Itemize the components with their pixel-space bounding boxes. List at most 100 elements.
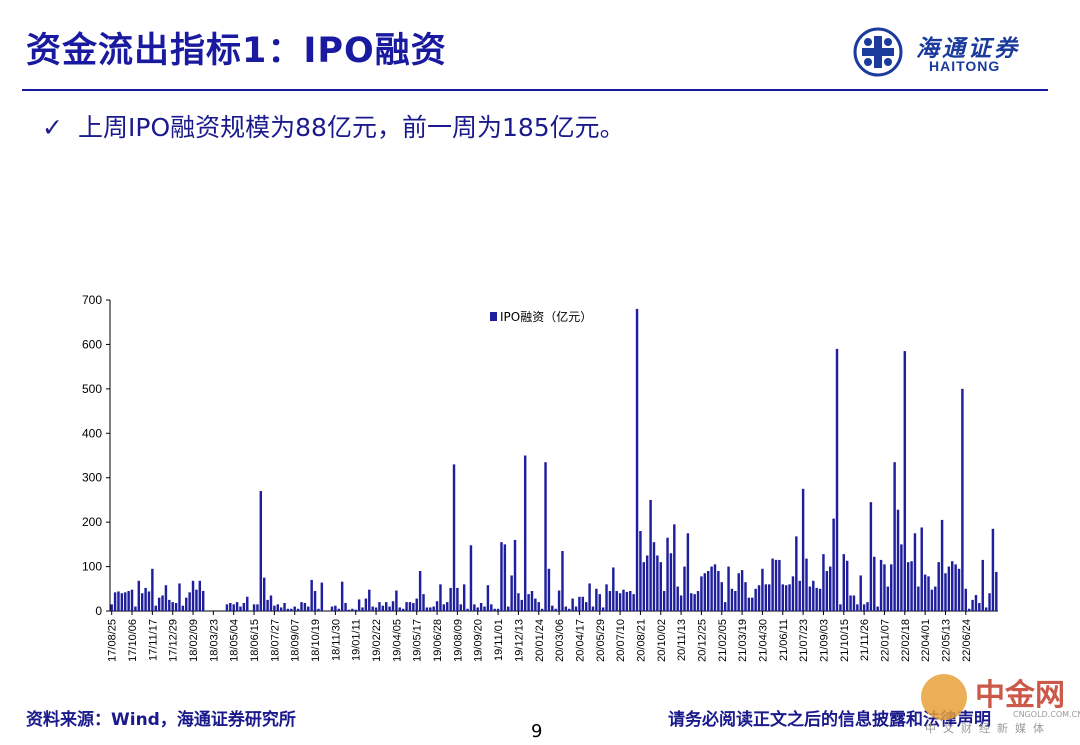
bar [812, 580, 815, 611]
bar [578, 596, 581, 611]
x-tick-label: 21/03/19 [737, 619, 749, 662]
bar [876, 606, 879, 611]
bar [774, 559, 778, 611]
bar [310, 579, 313, 611]
bar [408, 602, 412, 611]
bar [927, 576, 930, 611]
bar [683, 566, 686, 611]
bar [856, 604, 859, 611]
x-tick-label: 22/04/01 [920, 619, 932, 662]
bar [273, 605, 276, 611]
watermark-logo-icon [921, 674, 967, 720]
bar [395, 590, 398, 611]
bar [984, 607, 988, 611]
bar [815, 587, 818, 611]
bar [784, 585, 788, 611]
bar [168, 599, 171, 611]
bar [330, 606, 334, 611]
x-tick-label: 17/11/17 [147, 619, 159, 661]
bar [635, 308, 639, 611]
bar [124, 592, 127, 611]
bar [462, 584, 466, 611]
bar [279, 607, 283, 611]
bar [873, 556, 876, 611]
x-tick-label: 19/05/17 [412, 619, 424, 662]
bar [906, 562, 910, 611]
bar [185, 597, 188, 611]
bar [300, 602, 303, 611]
x-tick-label: 18/03/23 [208, 619, 220, 662]
x-tick-label: 20/11/13 [676, 619, 688, 661]
bar [754, 588, 757, 611]
bar [317, 608, 320, 611]
haitong-logo: 海通证券 HAITONG [852, 26, 1052, 78]
bar [290, 608, 293, 611]
bar [398, 607, 402, 611]
bar [527, 594, 530, 611]
x-tick-label: 19/02/22 [371, 619, 383, 662]
x-tick-label: 17/10/06 [127, 619, 139, 662]
logo-english-text: HAITONG [929, 58, 1001, 74]
x-tick-label: 19/12/13 [513, 619, 525, 662]
x-tick-label: 20/03/06 [554, 619, 566, 662]
bar [432, 606, 435, 611]
bar [459, 604, 463, 611]
ipo-financing-chart: 0 100 200 300 400 500 600 700 17/08/25 17/10/06 1… [82, 293, 998, 662]
bar [544, 462, 547, 611]
bar [744, 582, 747, 611]
bar [262, 577, 266, 611]
y-tick-label: 700 [82, 293, 102, 307]
bar [727, 566, 730, 611]
bar [903, 351, 907, 611]
bar [469, 545, 473, 611]
bar [340, 581, 344, 611]
x-tick-label: 18/09/07 [290, 619, 302, 662]
page-number: 9 [531, 721, 543, 742]
bar [584, 602, 588, 611]
bar [574, 606, 578, 611]
logo-chinese-text: 海通证券 [916, 35, 1020, 62]
bar [829, 566, 832, 611]
bar [693, 594, 696, 611]
cngold-watermark: 中金网 CNGOLD.COM.CN 中文财经新媒体 [915, 668, 1080, 738]
bar [839, 604, 842, 611]
bar [686, 533, 690, 611]
bar [849, 595, 852, 611]
x-tick-label: 19/08/09 [452, 619, 464, 662]
x-tick-label: 22/02/18 [900, 619, 912, 662]
x-tick-label: 21/10/15 [839, 619, 851, 662]
bar [900, 544, 903, 611]
y-tick-label: 500 [82, 382, 102, 396]
bar [564, 606, 568, 611]
bar [286, 608, 290, 611]
bar [805, 558, 808, 611]
bar [822, 554, 825, 611]
x-tick-label: 18/10/19 [310, 619, 322, 662]
bar [879, 559, 883, 611]
bar [886, 586, 890, 611]
bar [771, 558, 774, 611]
bar [568, 608, 571, 611]
x-tick-label: 21/04/30 [757, 619, 769, 662]
bar [368, 589, 371, 611]
bar [788, 584, 791, 611]
bar [978, 603, 981, 611]
bar [422, 594, 425, 611]
bar [869, 502, 873, 611]
bar [690, 593, 693, 611]
bar [530, 591, 534, 611]
bar [591, 606, 595, 611]
bar [618, 593, 622, 611]
y-tick-label: 300 [82, 471, 102, 485]
x-tick-label: 19/06/28 [432, 619, 444, 662]
bar [181, 605, 185, 611]
bar [818, 588, 822, 611]
bar [140, 593, 144, 611]
bar [239, 606, 242, 611]
bar [303, 603, 307, 611]
x-tick-label: 20/04/17 [574, 619, 586, 662]
bar [710, 566, 713, 611]
bar [293, 606, 296, 611]
y-tick-label: 0 [95, 604, 102, 618]
x-tick-label: 20/12/25 [696, 619, 708, 662]
